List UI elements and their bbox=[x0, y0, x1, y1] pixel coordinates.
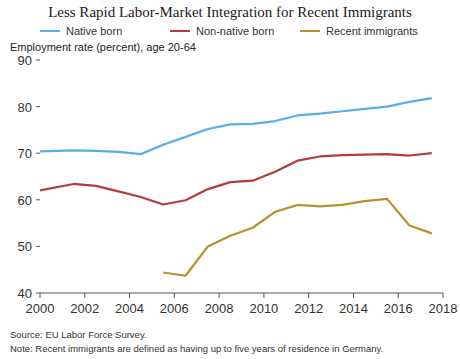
x-tick bbox=[84, 293, 85, 298]
x-tick bbox=[40, 293, 41, 298]
legend-label: Native born bbox=[66, 25, 122, 37]
plot-area bbox=[40, 98, 432, 276]
annotation: Note: Recent immigrants are defined as h… bbox=[10, 343, 383, 354]
title: Less Rapid Labor-Market Integration for … bbox=[48, 4, 412, 20]
legend-swatch bbox=[40, 30, 60, 32]
x-tick-label: 2012 bbox=[294, 301, 323, 316]
y-tick-label: 90 bbox=[18, 53, 32, 68]
legend-label: Recent immigrants bbox=[326, 25, 418, 37]
x-tick bbox=[308, 293, 309, 298]
legend-swatch bbox=[170, 30, 190, 32]
y-tick bbox=[36, 246, 40, 247]
x-tick bbox=[353, 293, 354, 298]
x-tick bbox=[219, 293, 220, 298]
x-tick-label: 2006 bbox=[160, 301, 189, 316]
x-tick bbox=[263, 293, 264, 298]
annotation: Source: EU Labor Force Survey. bbox=[10, 329, 147, 340]
y-tick bbox=[36, 199, 40, 200]
x-tick-label: 2004 bbox=[115, 301, 144, 316]
y-tick-label: 50 bbox=[18, 239, 32, 254]
series-line bbox=[163, 199, 432, 276]
y-tick bbox=[36, 153, 40, 154]
x-tick-label: 2014 bbox=[339, 301, 368, 316]
legend-label: Non-native born bbox=[196, 25, 274, 37]
x-tick-label: 2000 bbox=[26, 301, 55, 316]
y-tick-label: 40 bbox=[18, 286, 32, 301]
x-tick bbox=[443, 293, 444, 298]
x-axis bbox=[40, 293, 443, 294]
y-tick bbox=[36, 60, 40, 61]
chart: Less Rapid Labor-Market Integration for … bbox=[0, 0, 460, 359]
y-tick bbox=[36, 293, 40, 294]
x-tick-label: 2016 bbox=[384, 301, 413, 316]
legend: Native born Non-native born Recent immigra… bbox=[40, 25, 418, 37]
x-tick-label: 2008 bbox=[205, 301, 234, 316]
x-tick-label: 2002 bbox=[70, 301, 99, 316]
series-line bbox=[40, 153, 432, 204]
legend-swatch bbox=[300, 30, 320, 32]
x-tick bbox=[129, 293, 130, 298]
x-tick-label: 2018 bbox=[429, 301, 458, 316]
y-tick-label: 80 bbox=[18, 100, 32, 115]
y-tick-label: 70 bbox=[18, 146, 32, 161]
y-tick bbox=[36, 106, 40, 107]
y-tick-label: 60 bbox=[18, 193, 32, 208]
series-line bbox=[40, 98, 432, 154]
x-tick bbox=[174, 293, 175, 298]
x-tick-label: 2010 bbox=[249, 301, 278, 316]
y-axis-label: Employment rate (percent), age 20-64 bbox=[10, 41, 196, 53]
x-tick bbox=[398, 293, 399, 298]
